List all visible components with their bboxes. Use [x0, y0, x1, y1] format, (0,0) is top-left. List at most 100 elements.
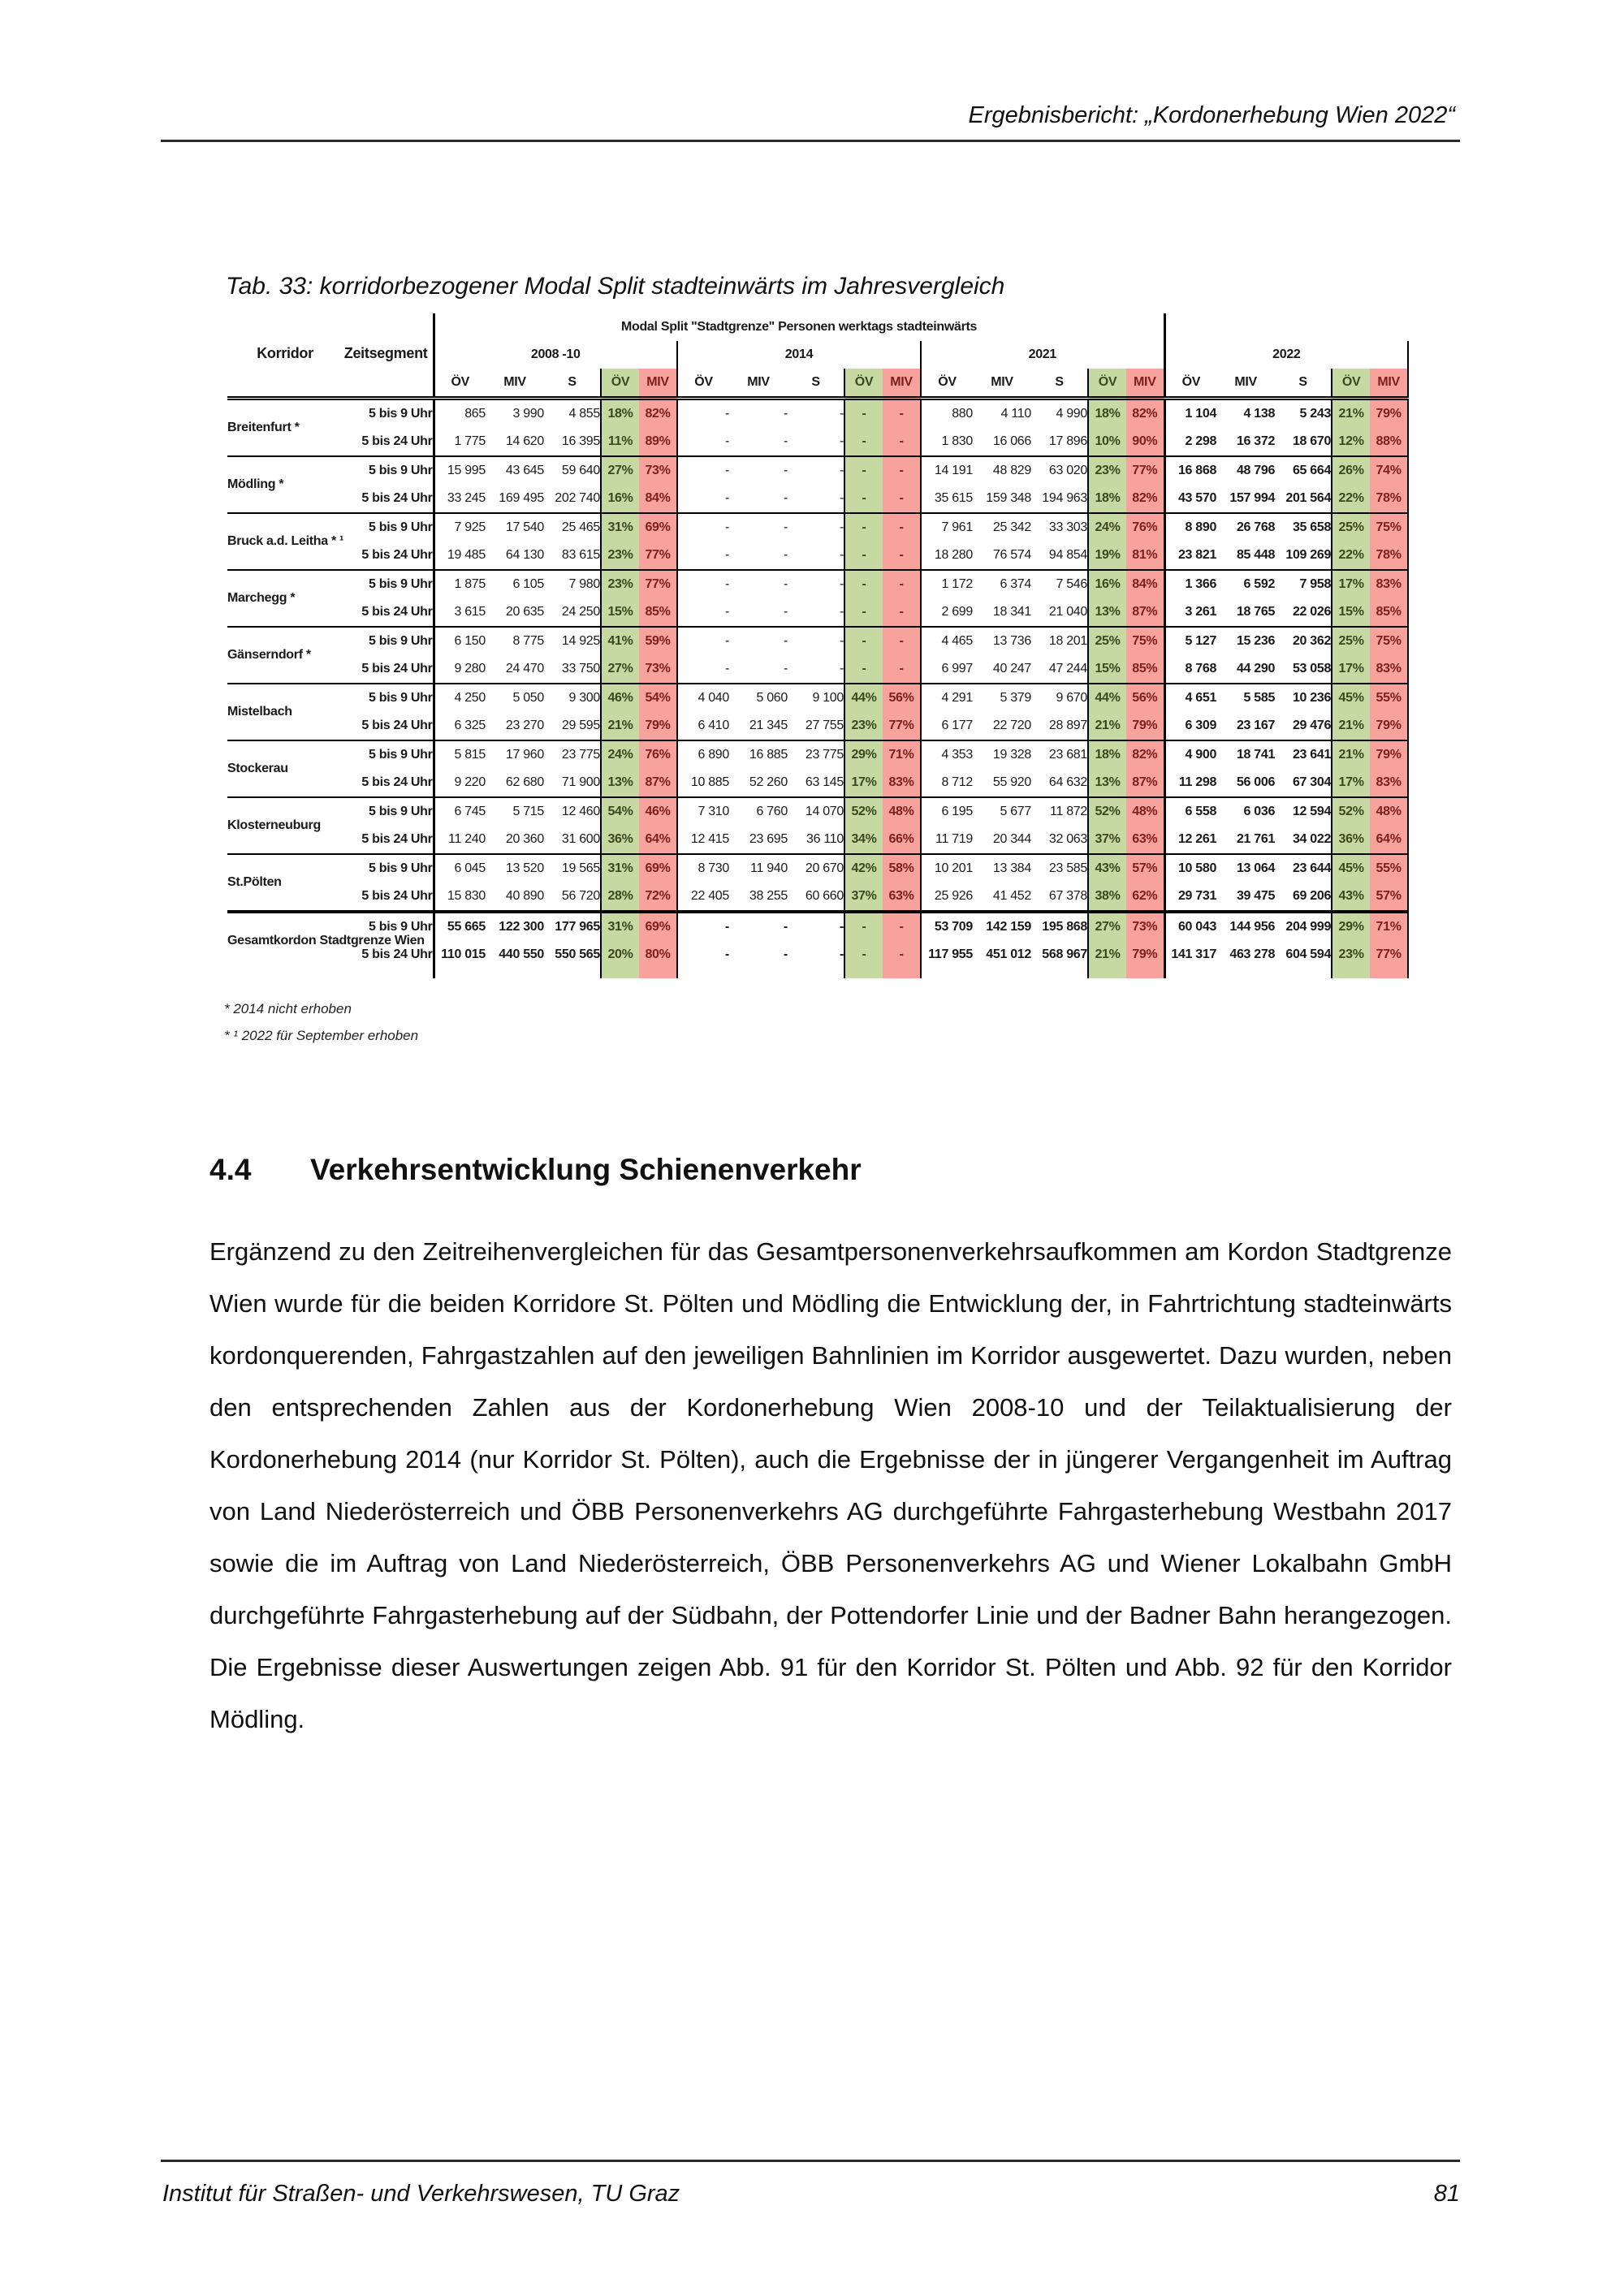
filler-cell: [1126, 969, 1166, 978]
value-cell: -: [676, 655, 729, 684]
miv-share-cell: 73%: [639, 455, 678, 485]
value-cell: 9 220: [454, 775, 486, 789]
filler-cell: [227, 969, 343, 978]
filler-cell: [1163, 969, 1217, 978]
oev-share-cell: -: [844, 512, 883, 542]
miv-share-cell: 73%: [639, 655, 678, 684]
segment-label: 5 bis 24 Uhr: [343, 485, 435, 513]
value-cell: 6 890: [676, 740, 729, 769]
miv-share-cell: 85%: [1126, 655, 1166, 684]
oev-share-cell: 17%: [1331, 769, 1371, 797]
value-cell: 6 045: [434, 853, 486, 883]
sub-header: S: [1031, 369, 1088, 400]
value-cell: 12 460: [544, 796, 601, 826]
miv-share-cell: -: [883, 485, 922, 513]
value-cell: 21 345: [749, 719, 788, 732]
header-rule: [161, 140, 1460, 142]
segment-label: 5 bis 9 Uhr: [343, 683, 435, 712]
value-cell: 6 309: [1163, 712, 1216, 740]
value-cell: 29 595: [561, 719, 600, 732]
value-cell: 13 384: [973, 853, 1031, 883]
oev-share-cell: 34%: [844, 826, 883, 854]
miv-share-cell: -: [883, 941, 922, 969]
value-cell: 31 600: [561, 832, 600, 846]
value-cell: 550 565: [555, 947, 600, 961]
filler-cell: [883, 969, 922, 978]
value-cell: 19 485: [447, 548, 486, 562]
miv-share-cell: 69%: [639, 853, 678, 883]
value-cell: 39 475: [1236, 889, 1276, 903]
value-cell: 568 967: [1042, 947, 1087, 961]
value-cell: 880: [920, 398, 973, 428]
oev-share-cell: -: [844, 485, 883, 513]
oev-share-cell: 46%: [600, 683, 639, 712]
value-cell: 40 890: [505, 889, 544, 903]
oev-share-cell: 18%: [600, 398, 639, 428]
value-cell: 11 940: [729, 853, 788, 883]
miv-share-cell: 48%: [1126, 796, 1166, 826]
value-cell: 3 990: [512, 407, 544, 421]
segment-label: 5 bis 9 Uhr: [343, 910, 435, 941]
value-cell: 11 240: [448, 832, 486, 846]
value-cell: 23 821: [1163, 542, 1216, 570]
oev-share-cell: 19%: [1087, 542, 1126, 570]
korridor-column-header: Korridor: [257, 345, 313, 361]
value-cell: 56 006: [1236, 775, 1276, 789]
miv-share-cell: 77%: [639, 542, 678, 570]
segment-label: 5 bis 24 Uhr: [343, 598, 435, 627]
miv-share-cell: 87%: [1126, 769, 1166, 797]
oev-share-cell: 37%: [844, 883, 883, 912]
value-cell: 62 680: [505, 775, 544, 789]
value-cell: 5 677: [973, 796, 1031, 826]
filler-cell: [1087, 969, 1126, 978]
value-cell: 16 066: [992, 434, 1031, 448]
value-cell: 17 540: [486, 512, 544, 542]
header-spacer: [1163, 313, 1409, 341]
sub-header: MIV: [1126, 369, 1166, 400]
value-cell: 43 570: [1163, 485, 1216, 513]
value-cell: 20 362: [1275, 626, 1332, 655]
oev-share-cell: 23%: [600, 542, 639, 570]
value-cell: 5 243: [1299, 407, 1332, 421]
oev-share-cell: 29%: [844, 740, 883, 769]
value-cell: 40 247: [992, 662, 1031, 675]
value-cell: 23 681: [1031, 740, 1088, 769]
filler-cell: [973, 969, 1031, 978]
miv-share-cell: 82%: [1126, 485, 1166, 513]
value-cell: 6 105: [486, 569, 544, 598]
corridor-name: Klosterneuburg: [227, 796, 343, 854]
corridor-name: Bruck a.d. Leitha * ¹: [227, 512, 343, 570]
value-cell: 6 592: [1216, 569, 1275, 598]
zeitsegment-column-header: Zeitsegment: [343, 313, 435, 369]
oev-share-cell: 16%: [1087, 569, 1126, 598]
footnote-1: * 2014 nicht erhoben: [224, 1001, 352, 1016]
oev-share-cell: 52%: [844, 796, 883, 826]
miv-share-cell: 57%: [1126, 853, 1166, 883]
miv-share-cell: 79%: [1370, 398, 1410, 428]
oev-share-cell: 27%: [1087, 910, 1126, 941]
miv-share-cell: 56%: [883, 683, 922, 712]
miv-share-cell: 69%: [639, 910, 678, 941]
value-cell: -: [839, 947, 844, 961]
oev-share-cell: 22%: [1331, 542, 1371, 570]
value-cell: 20 670: [788, 853, 844, 883]
miv-share-cell: -: [883, 512, 922, 542]
miv-share-cell: 87%: [1126, 598, 1166, 627]
value-cell: 6 558: [1163, 796, 1216, 826]
miv-share-cell: 59%: [639, 626, 678, 655]
value-cell: 26 768: [1216, 512, 1275, 542]
oev-share-cell: 21%: [600, 712, 639, 740]
sub-header: MIV: [486, 369, 544, 400]
value-cell: 11 872: [1031, 796, 1088, 826]
value-cell: 17 960: [486, 740, 544, 769]
sub-header: ÖV: [1331, 369, 1371, 400]
miv-share-cell: 82%: [1126, 398, 1166, 428]
value-cell: 10 580: [1163, 853, 1216, 883]
value-cell: 24 470: [505, 662, 544, 675]
segment-label: 5 bis 9 Uhr: [343, 455, 435, 485]
table-title: Modal Split "Stadtgrenze" Personen werkt…: [620, 320, 978, 334]
value-cell: 8 768: [1163, 655, 1216, 684]
miv-share-cell: 71%: [883, 740, 922, 769]
value-cell: 4 855: [568, 407, 600, 421]
